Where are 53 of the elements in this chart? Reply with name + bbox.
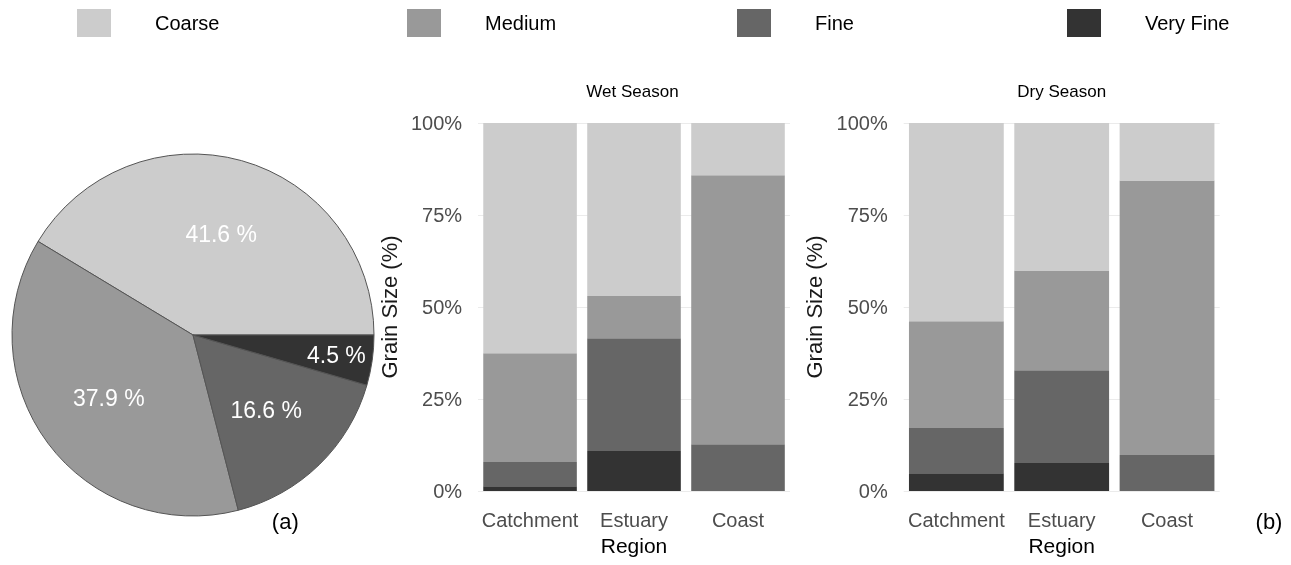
bar	[908, 321, 1004, 429]
bar	[1119, 123, 1215, 181]
y-tick-label: 25%	[847, 388, 888, 410]
legend-label: Medium	[485, 12, 557, 34]
bar	[483, 123, 577, 354]
data-label: 4.5 %	[306, 342, 366, 369]
legend-label: Fine	[815, 12, 854, 34]
y-tick-label: 75%	[422, 204, 463, 226]
bar	[908, 428, 1004, 474]
y-tick-label: 75%	[847, 204, 888, 226]
bar	[587, 338, 681, 451]
data-label: 37.9 %	[73, 384, 145, 411]
chart-title: Dry Season	[1017, 81, 1107, 101]
text: (b)	[1255, 508, 1283, 534]
bar	[587, 450, 681, 491]
bar	[483, 461, 577, 487]
data-label: 16.6 %	[230, 397, 302, 424]
y-tick-label: 50%	[847, 296, 888, 318]
x-tick-label: Coast	[711, 509, 765, 531]
y-tick-label: 0%	[858, 480, 888, 502]
y-tick-label: 50%	[422, 296, 463, 318]
bar	[1014, 463, 1110, 491]
y-tick-label: 0%	[433, 480, 463, 502]
bar	[1119, 180, 1215, 455]
chart-title: Wet Season	[586, 81, 679, 101]
x-tick-label: Coast	[1140, 509, 1194, 531]
y-tick-label: 25%	[422, 388, 463, 410]
bar	[1014, 270, 1110, 371]
x-axis-title: Region	[600, 533, 668, 557]
bar	[483, 353, 577, 462]
legend-label: Very Fine	[1145, 12, 1230, 34]
x-axis-title: Region	[1028, 533, 1095, 557]
y-tick-label: 100%	[836, 112, 888, 134]
bar	[908, 473, 1004, 491]
x-tick-label: Estuary	[600, 509, 668, 531]
bar	[483, 486, 577, 491]
x-tick-label: Estuary	[1027, 509, 1096, 531]
y-axis-title: Grain Size (%)	[376, 235, 402, 379]
bar	[587, 295, 681, 339]
bar	[691, 123, 785, 176]
bar	[587, 123, 681, 296]
legend-label: Coarse	[155, 12, 220, 34]
x-tick-label: Catchment	[908, 509, 1006, 531]
bar	[1014, 123, 1110, 271]
x-tick-label: Catchment	[481, 509, 579, 531]
y-tick-label: 100%	[410, 112, 463, 134]
bar	[908, 123, 1004, 322]
bar	[1119, 454, 1215, 491]
bar	[1014, 370, 1110, 464]
bar	[691, 175, 785, 445]
text: (a)	[271, 508, 299, 534]
bar	[691, 444, 785, 491]
y-axis-title: Grain Size (%)	[802, 235, 828, 379]
